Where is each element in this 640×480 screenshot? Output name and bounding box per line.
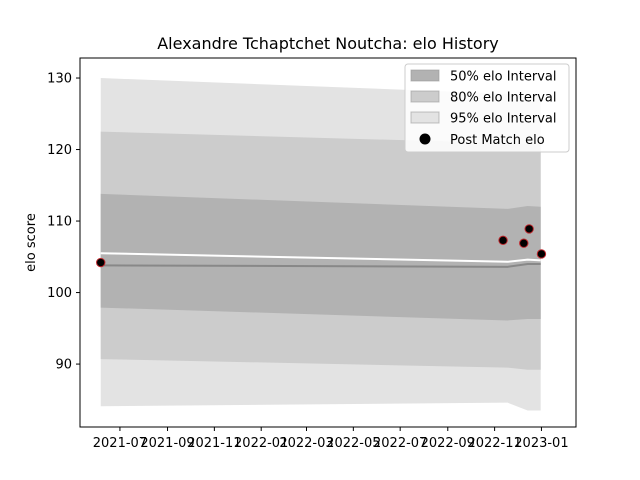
x-axis: 2021-072021-092021-112022-012022-032022-…: [93, 427, 569, 451]
x-tick-label: 2022-11: [467, 436, 521, 451]
mean-elo-line: [100, 262, 541, 268]
legend-label: Post Match elo: [450, 133, 545, 148]
legend-label: 80% elo Interval: [450, 91, 557, 106]
y-tick-label: 100: [47, 286, 72, 301]
rating-elo-line: [100, 252, 541, 263]
post-match-point: [498, 235, 508, 246]
x-tick-label: 2022-01: [234, 436, 288, 451]
chart-title: Alexandre Tchaptchet Noutcha: elo Histor…: [157, 34, 499, 53]
legend-swatch: [410, 69, 440, 82]
y-axis: 90 100 110 120 130: [47, 72, 80, 373]
y-tick-label: 130: [47, 72, 72, 87]
x-tick-label: 2023-01: [514, 436, 568, 451]
rating-lines: [100, 252, 541, 268]
legend-box: [404, 63, 570, 153]
post-match-point: [536, 249, 547, 259]
y-tick-label: 90: [55, 358, 72, 373]
legend-swatch: [410, 111, 440, 124]
x-tick-label: 2021-09: [140, 436, 194, 451]
x-tick-label: 2021-11: [187, 436, 241, 451]
post-match-points: [96, 224, 547, 268]
plot-frame: [79, 57, 577, 428]
legend-marker: [419, 133, 431, 145]
legend-swatch: [410, 90, 440, 103]
y-axis-label: elo score: [24, 213, 39, 272]
post-match-point: [96, 257, 106, 268]
post-match-point: [524, 224, 534, 234]
y-tick-label: 110: [47, 215, 72, 230]
x-tick-label: 2022-07: [373, 436, 427, 451]
x-tick-label: 2022-03: [279, 436, 333, 451]
x-tick-label: 2022-05: [326, 436, 380, 451]
x-tick-label: 2022-09: [421, 436, 475, 451]
legend-label: 50% elo Interval: [450, 70, 557, 85]
x-tick-label: 2021-07: [93, 436, 147, 451]
legend-label: 95% elo Interval: [450, 112, 557, 127]
legend: 50% elo Interval 80% elo Interval 95% elo …: [404, 63, 570, 153]
interval-bands: [100, 78, 541, 411]
post-match-point: [519, 238, 529, 248]
y-tick-label: 120: [47, 143, 72, 158]
